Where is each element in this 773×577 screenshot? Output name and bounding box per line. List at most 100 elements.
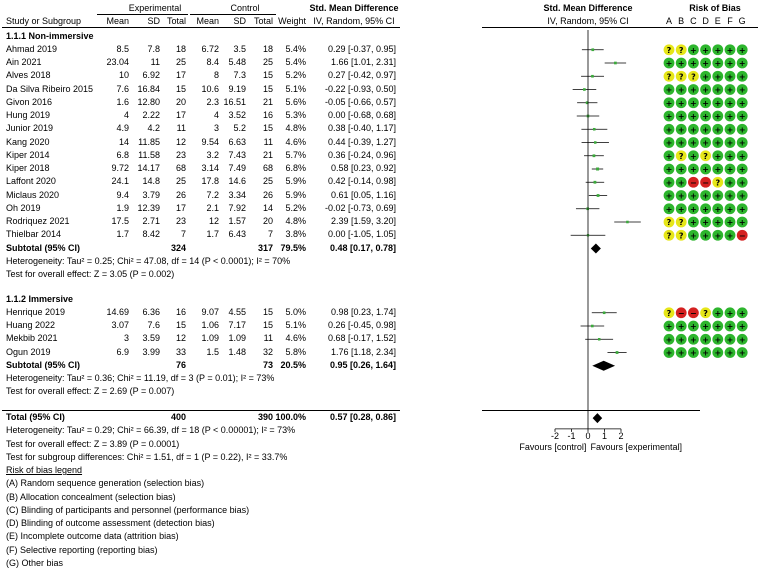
rob-dot-low <box>688 347 699 358</box>
cell-ci: 0.42 [-0.14, 0.98] <box>327 176 396 187</box>
cell-total-ctrl: 16 <box>262 110 273 120</box>
rob-symbol: ? <box>667 309 672 318</box>
rob-dot-high <box>688 176 699 188</box>
cell-total-ctrl: 15 <box>262 306 273 317</box>
study-name: Ogun 2019 <box>6 346 51 357</box>
rob-dot-low <box>663 150 675 162</box>
rob-dot-high <box>688 307 699 319</box>
rob-symbol: + <box>666 205 673 214</box>
rob-dot-low <box>700 203 711 215</box>
rob-dot-unclear <box>712 176 724 188</box>
rob-symbol: + <box>714 349 721 358</box>
cell-total-ctrl: 18 <box>262 43 273 54</box>
rob-symbol: + <box>739 335 746 344</box>
point-estimate-square <box>583 88 586 91</box>
cell-mean-exp: 24.1 <box>111 176 129 187</box>
cell-mean-exp: 9.4 <box>116 189 129 200</box>
cell-mean-ctrl: 7.2 <box>206 189 219 200</box>
x-tick-label: -1 <box>567 431 576 442</box>
rob-letter-A: A <box>665 15 672 26</box>
cell-ci: 1.76 [1.18, 2.34] <box>330 346 396 357</box>
point-estimate-square <box>590 324 594 328</box>
header-control: Control <box>230 2 260 13</box>
study-name: Mekbib 2021 <box>6 333 58 344</box>
cell-sd-ctrl: 7.3 <box>233 70 246 81</box>
cell-sd-exp: 4.2 <box>147 123 160 134</box>
rob-symbol: + <box>714 218 721 227</box>
cell-total-ctrl: 25 <box>262 176 273 187</box>
rob-dot-low <box>724 347 736 358</box>
rob-dot-low <box>700 44 711 56</box>
rob-dot-low <box>724 123 736 135</box>
cell-total-ctrl: 21 <box>262 96 273 107</box>
rob-symbol: + <box>739 218 746 227</box>
rob-dot-low <box>675 123 687 135</box>
rob-dot-low <box>724 333 736 345</box>
rob-dot-low <box>712 44 724 56</box>
rob-symbol: + <box>739 309 746 318</box>
study-name: Miclaus 2020 <box>6 189 60 200</box>
cell-sd-ctrl: 7.43 <box>228 149 246 160</box>
cell-weight: 5.7% <box>285 149 306 160</box>
rob-symbol: + <box>666 59 673 68</box>
rob-dot-low <box>700 57 711 69</box>
rob-symbol: + <box>702 86 709 95</box>
cell-mean-exp: 3 <box>123 333 129 344</box>
cell-weight: 5.4% <box>285 43 306 54</box>
rob-dot-low <box>736 333 748 345</box>
cell-sd-ctrl: 3.52 <box>228 110 246 120</box>
cell-mean-exp: 14 <box>118 136 129 147</box>
rob-dot-low <box>700 97 711 109</box>
cell-ci: -0.05 [-0.66, 0.57] <box>324 96 396 107</box>
rob-dot-low <box>688 44 699 56</box>
rob-dot-low <box>663 97 675 109</box>
rob-symbol: + <box>727 59 734 68</box>
rob-dot-low <box>724 137 736 148</box>
axis-label-experimental: Favours [experimental] <box>590 442 683 453</box>
cell-weight: 6.8% <box>285 163 306 173</box>
study-name: Junior 2019 <box>6 123 54 134</box>
rob-symbol: + <box>727 152 734 161</box>
rob-dot-low <box>736 216 748 228</box>
header-plot-title: Std. Mean Difference <box>543 2 633 13</box>
rob-dot-low <box>688 110 699 122</box>
rob-symbol: + <box>727 349 734 358</box>
cell-mean-ctrl: 17.8 <box>201 176 219 187</box>
rob-symbol: − <box>702 178 709 187</box>
header-sd-exp: SD <box>147 15 160 26</box>
rob-symbol: + <box>739 72 746 81</box>
rob-dot-low <box>724 307 736 319</box>
rob-symbol: + <box>714 231 721 240</box>
rob-symbol: + <box>714 72 721 81</box>
cell-ci: 0.36 [-0.24, 0.96] <box>327 149 396 160</box>
rob-symbol: + <box>739 125 746 134</box>
cell-mean-ctrl: 6.72 <box>201 43 219 54</box>
rob-dot-low <box>712 190 724 201</box>
rob-symbol: ? <box>691 72 696 81</box>
rob-dot-unclear <box>675 229 687 241</box>
cell-sd-exp: 8.42 <box>142 229 160 240</box>
rob-dot-low <box>663 137 675 148</box>
subgroup-overall-effect: Test for overall effect: Z = 3.05 (P = 0… <box>6 269 175 279</box>
rob-dot-low <box>700 110 711 122</box>
cell-mean-exp: 4 <box>123 110 129 120</box>
rob-symbol: + <box>739 59 746 68</box>
cell-total-ctrl: 15 <box>262 70 273 81</box>
cell-mean-exp: 1.6 <box>116 96 129 107</box>
cell-total-ctrl: 14 <box>262 202 273 213</box>
rob-dot-unclear <box>675 70 687 82</box>
rob-symbol: + <box>690 205 697 214</box>
rob-dot-unclear <box>675 44 687 56</box>
cell-mean-exp: 1.9 <box>116 202 129 213</box>
rob-symbol: + <box>714 46 721 55</box>
cell-total-ctrl: 26 <box>262 189 273 200</box>
point-estimate-square <box>592 127 596 131</box>
cell-mean-exp: 6.8 <box>116 149 129 160</box>
rob-symbol: ? <box>667 72 672 81</box>
total-total-exp: 400 <box>170 412 186 423</box>
rob-legend-item: (C) Blinding of participants and personn… <box>6 504 250 515</box>
total-diamond <box>592 413 603 424</box>
rob-dot-low <box>675 333 687 345</box>
rob-symbol: + <box>666 192 673 201</box>
rob-symbol: + <box>727 309 734 318</box>
